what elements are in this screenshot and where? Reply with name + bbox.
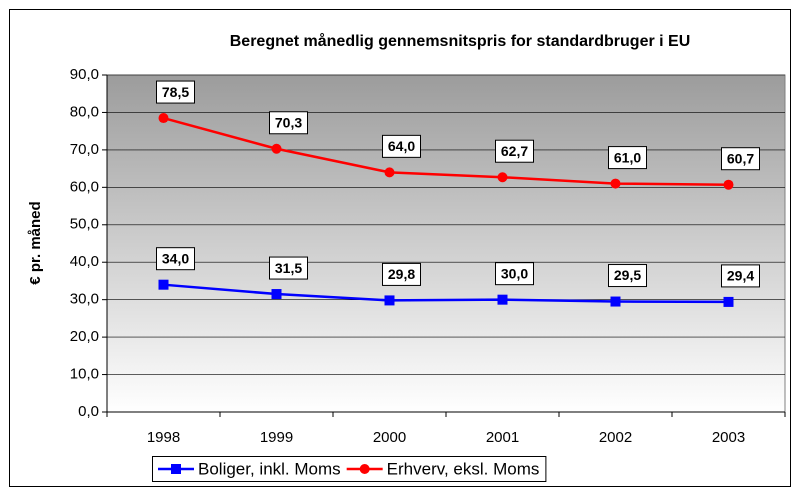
data-label-box: [721, 147, 760, 171]
x-tick-label: 2000: [373, 429, 406, 446]
data-label: 61,0: [608, 146, 647, 170]
data-label: 62,7: [495, 139, 534, 163]
data-label-box: [495, 262, 534, 286]
data-point: [610, 296, 621, 307]
data-label: 60,7: [721, 147, 760, 171]
data-label-box: [156, 80, 195, 104]
data-label-text: 34,0: [162, 250, 189, 266]
data-label: 64,0: [382, 134, 421, 158]
data-point: [384, 295, 395, 306]
data-label: 29,8: [382, 262, 421, 286]
x-tick-label: 2001: [486, 429, 519, 446]
data-label-text: 61,0: [614, 149, 641, 165]
data-label-text: 29,8: [388, 266, 415, 282]
legend-marker: [171, 464, 181, 474]
data-label-text: 29,4: [727, 268, 754, 284]
data-point: [723, 296, 734, 307]
data-label-box: [269, 256, 308, 280]
data-label-box: [156, 247, 195, 271]
data-label-box: [382, 262, 421, 286]
y-tick-label: 0,0: [78, 403, 99, 420]
y-tick-label: 80,0: [70, 103, 99, 120]
data-point: [384, 167, 395, 178]
legend-label: Erhverv, eksl. Moms: [387, 459, 540, 478]
legend-marker: [359, 464, 370, 474]
data-label-text: 29,5: [614, 267, 641, 283]
data-label-text: 70,3: [275, 114, 302, 130]
data-label-text: 62,7: [501, 143, 528, 159]
y-axis-label: € pr. måned: [27, 201, 44, 284]
data-point: [158, 279, 169, 290]
data-label: 29,4: [721, 264, 760, 288]
data-point: [610, 178, 621, 189]
data-label-box: [495, 139, 534, 163]
data-label-box: [608, 146, 647, 170]
data-label: 31,5: [269, 256, 308, 280]
series-line: [163, 283, 729, 304]
x-tick-label: 1998: [147, 429, 180, 446]
data-label-text: 30,0: [501, 265, 528, 281]
data-label: 30,0: [495, 262, 534, 286]
y-tick-label: 50,0: [70, 216, 99, 233]
data-label-box: [721, 264, 760, 288]
data-label-box: [608, 264, 647, 288]
data-point: [158, 113, 169, 124]
y-tick-label: 70,0: [70, 141, 99, 158]
data-label: 34,0: [156, 247, 195, 271]
y-tick-label: 30,0: [70, 291, 99, 308]
data-point: [271, 289, 282, 300]
data-label-text: 78,5: [162, 84, 189, 100]
chart-title: Beregnet månedlig gennemsnitspris for st…: [230, 32, 691, 50]
data-label-text: 31,5: [275, 260, 302, 276]
data-point: [271, 143, 282, 154]
series-line: [163, 116, 729, 186]
legend-label: Boliger, inkl. Moms: [198, 459, 341, 478]
data-label-text: 60,7: [727, 150, 754, 166]
y-tick-label: 10,0: [70, 366, 99, 383]
y-tick-label: 60,0: [70, 178, 99, 195]
data-label: 70,3: [269, 111, 308, 135]
y-tick-label: 40,0: [70, 253, 99, 270]
data-label: 29,5: [608, 264, 647, 288]
data-point: [497, 294, 508, 305]
data-point: [497, 172, 508, 183]
data-label-text: 64,0: [388, 138, 415, 154]
legend: Boliger, inkl. Moms Erhverv, eksl. Moms: [152, 456, 547, 482]
data-label: 78,5: [156, 80, 195, 104]
x-tick-label: 2002: [599, 429, 632, 446]
data-label-box: [382, 134, 421, 158]
plot-area: [106, 74, 786, 413]
data-label-box: [269, 111, 308, 135]
data-point: [723, 179, 734, 190]
y-tick-label: 90,0: [70, 66, 99, 83]
x-tick-label: 1999: [260, 429, 293, 446]
y-tick-label: 20,0: [70, 328, 99, 345]
x-tick-label: 2003: [712, 429, 745, 446]
